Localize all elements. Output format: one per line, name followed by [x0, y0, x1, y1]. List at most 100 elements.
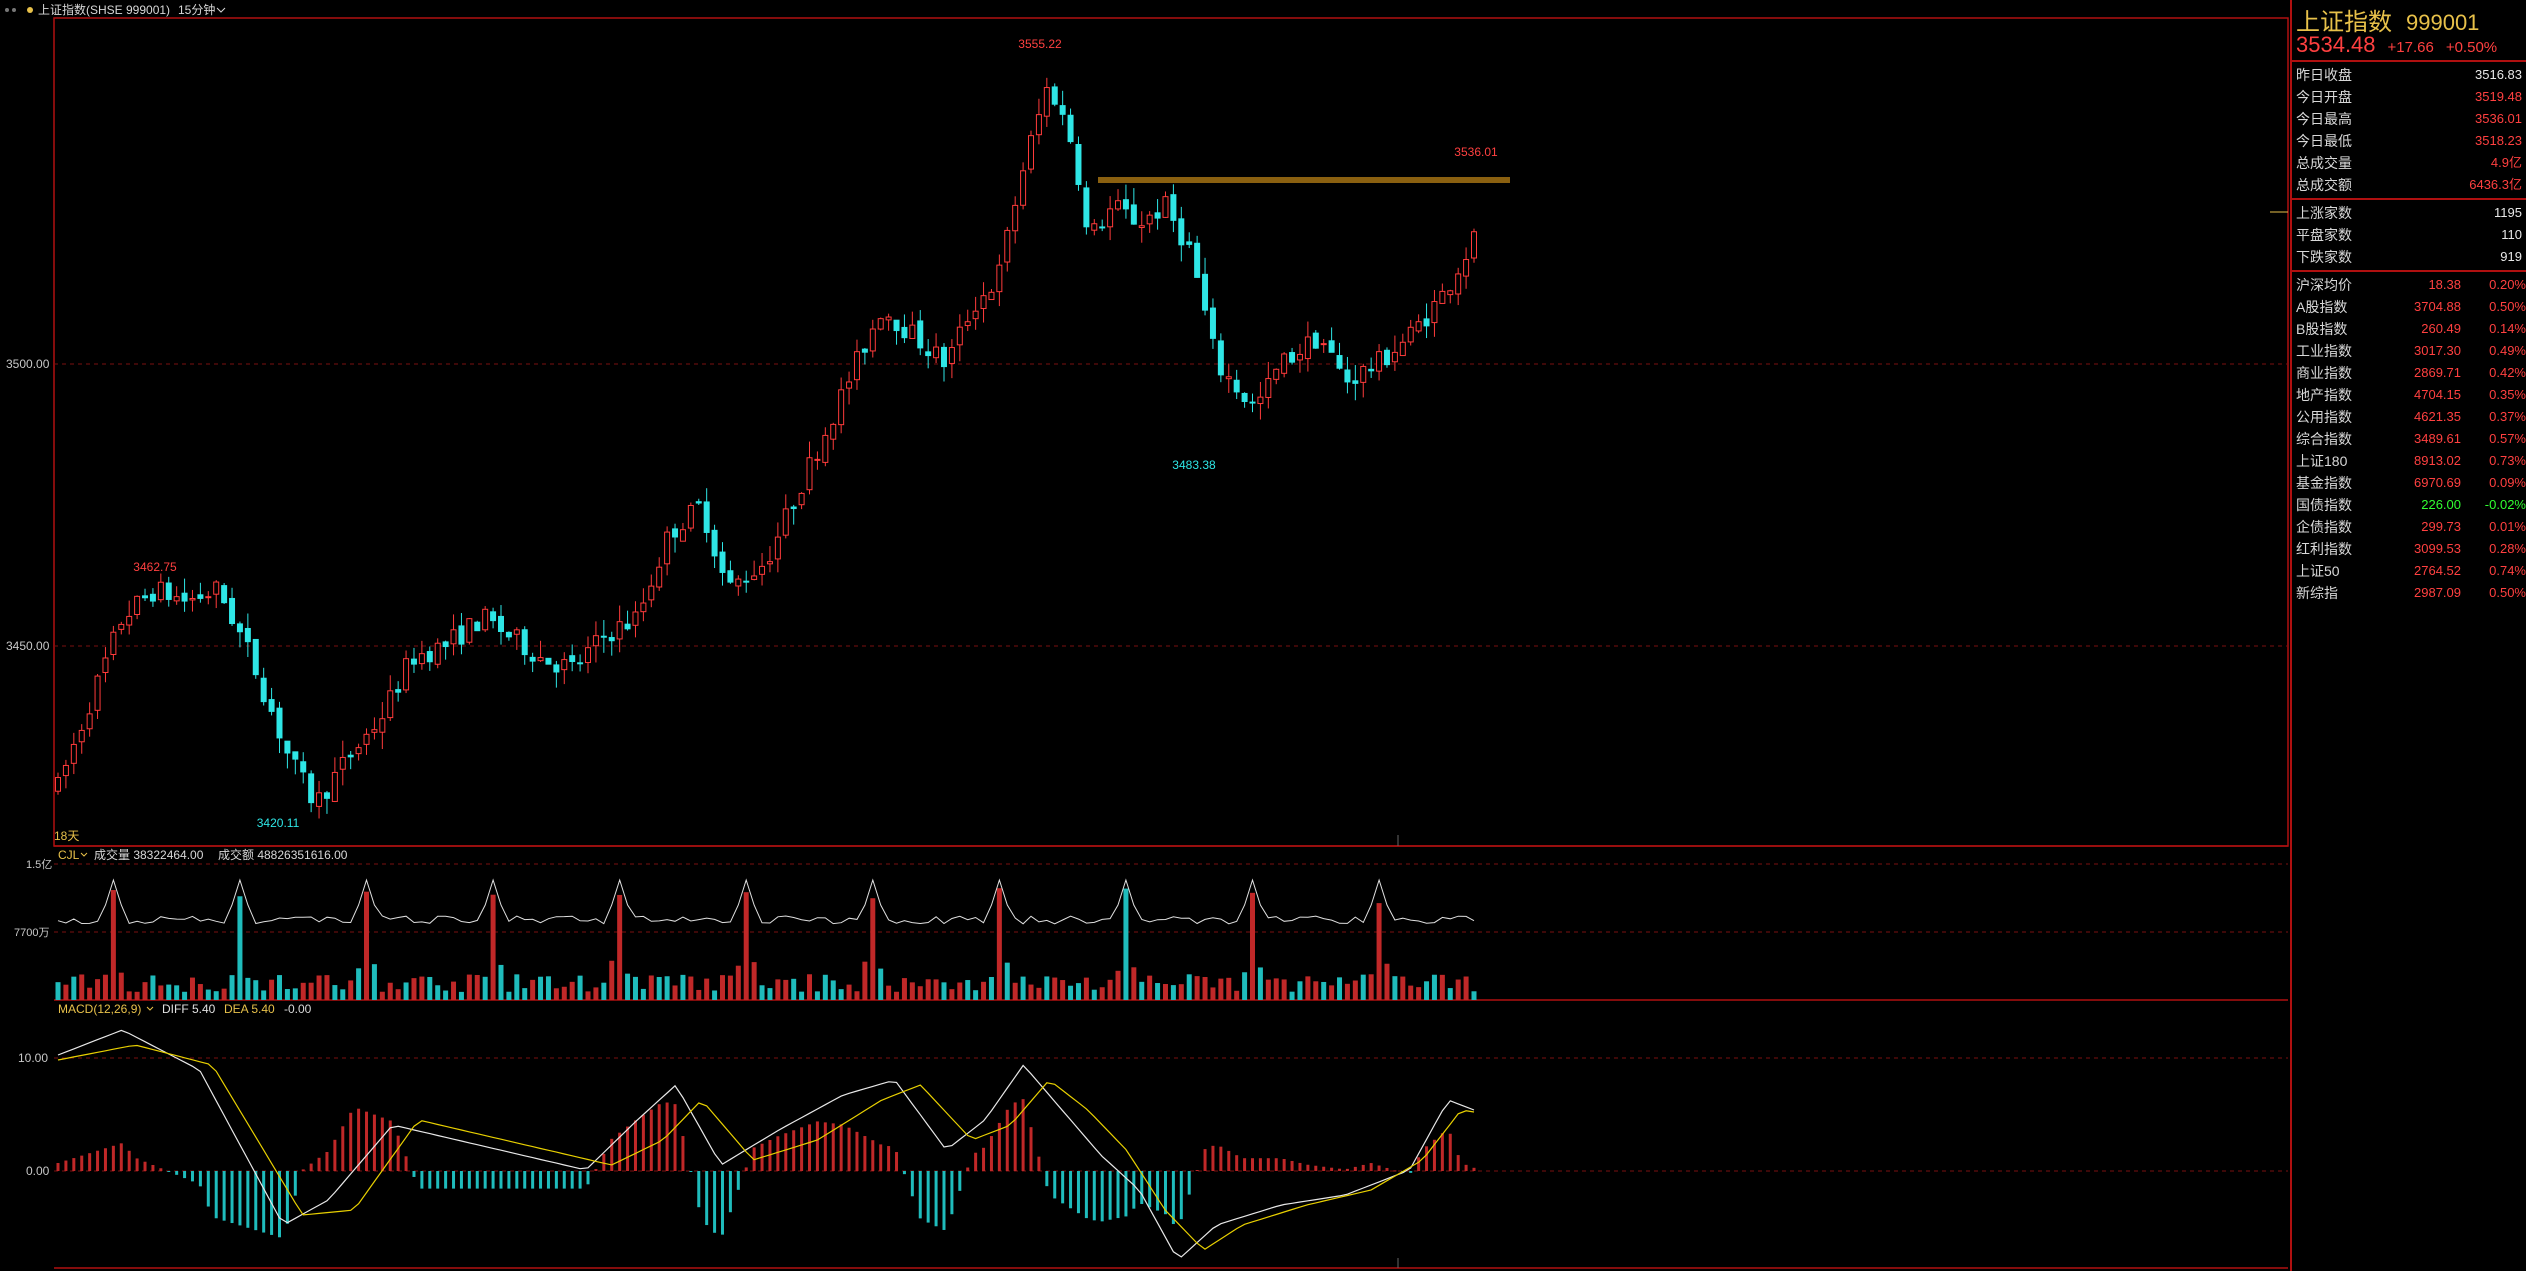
volume-bar	[1004, 962, 1010, 1000]
index-row[interactable]: 新综指 2987.09 0.50%	[2292, 582, 2526, 604]
candle-body	[1289, 352, 1296, 363]
volume-bar	[150, 975, 156, 1000]
index-row[interactable]: 地产指数 4704.15 0.35%	[2292, 384, 2526, 406]
volume-bar	[704, 978, 710, 1000]
volume-bar	[530, 979, 536, 1000]
macd-bar	[974, 1152, 978, 1171]
volume-bar	[371, 964, 377, 1000]
candle-body	[1202, 273, 1209, 311]
index-row[interactable]: 基金指数 6970.69 0.09%	[2292, 472, 2526, 494]
candle-body	[806, 457, 813, 491]
volume-bar	[1400, 976, 1406, 1000]
macd-histogram	[56, 1099, 1476, 1238]
volume-bar	[1392, 976, 1398, 1000]
volume-bar	[1194, 976, 1200, 1000]
index-row[interactable]: 国债指数 226.00 -0.02%	[2292, 494, 2526, 516]
candle-body	[600, 635, 607, 638]
candle-body	[664, 531, 671, 565]
index-row[interactable]: 沪深均价 18.38 0.20%	[2292, 274, 2526, 296]
volume-bar	[1036, 987, 1042, 1000]
macd-indicator-name[interactable]: MACD(12,26,9)	[58, 1002, 141, 1016]
candle-body	[62, 764, 69, 777]
macd-bar	[1076, 1171, 1080, 1214]
index-label: 地产指数	[2296, 387, 2352, 403]
macd-bar	[982, 1147, 986, 1171]
index-row[interactable]: 商业指数 2869.71 0.42%	[2292, 362, 2526, 384]
index-row[interactable]: 上证50 2764.52 0.74%	[2292, 560, 2526, 582]
index-row[interactable]: 工业指数 3017.30 0.49%	[2292, 340, 2526, 362]
volume-axis-label: 1.5亿	[26, 858, 52, 871]
index-row[interactable]: 上证180 8913.02 0.73%	[2292, 450, 2526, 472]
candle-body	[1004, 229, 1011, 263]
volume-bar	[1044, 976, 1050, 1000]
chevron-down-icon[interactable]	[80, 852, 88, 857]
volume-bar	[1226, 977, 1232, 1000]
macd-bar	[673, 1104, 677, 1171]
volume-bar	[55, 982, 61, 1000]
volume-bar	[316, 975, 322, 1000]
volume-bar	[632, 976, 638, 1000]
candle-body	[355, 747, 362, 755]
breadth-label: 平盘家数	[2296, 227, 2352, 243]
chevron-down-icon[interactable]	[146, 1006, 154, 1011]
macd-bar	[1179, 1171, 1183, 1220]
macd-bar	[246, 1171, 250, 1228]
macd-bar	[1116, 1171, 1120, 1219]
volume-bar	[482, 976, 488, 1000]
macd-bar	[839, 1124, 843, 1171]
volume-bar	[332, 985, 338, 1000]
index-row[interactable]: B股指数 260.49 0.14%	[2292, 318, 2526, 340]
volume-bar	[712, 990, 718, 1000]
candle-body	[616, 621, 623, 640]
candle-body	[347, 754, 354, 758]
breadth-label: 下跌家数	[2296, 249, 2352, 265]
chevron-down-icon[interactable]	[216, 7, 226, 13]
chart-area[interactable]: 上证指数(SHSE 999001) 15分钟 3500.00 3450.00 3…	[0, 0, 2290, 1271]
volume-bar	[957, 982, 963, 1000]
candle-body	[323, 792, 330, 799]
volume-bar	[1471, 991, 1477, 1000]
volume-bar	[1242, 972, 1248, 1000]
index-label: 国债指数	[2296, 497, 2352, 513]
candle-body	[940, 346, 947, 368]
volume-indicator-name[interactable]: CJL	[58, 848, 80, 862]
macd-bar	[222, 1171, 226, 1221]
volume-bar	[1352, 980, 1358, 1000]
candle-body	[1020, 170, 1027, 206]
volume-bar	[1329, 985, 1335, 1000]
volume-bar	[609, 960, 615, 1000]
candle-body	[956, 326, 963, 346]
index-label: 基金指数	[2296, 475, 2352, 491]
candle-body	[608, 637, 615, 642]
volume-bar	[87, 987, 93, 1000]
volume-bar	[1408, 985, 1414, 1000]
macd-bar	[333, 1139, 337, 1171]
divider	[2292, 198, 2526, 200]
index-value: 4621.35	[2414, 409, 2461, 424]
period-selector[interactable]: 15分钟	[178, 2, 215, 17]
index-change: 0.35%	[2489, 387, 2526, 402]
macd-bar	[143, 1161, 147, 1171]
index-row[interactable]: 企债指数 299.73 0.01%	[2292, 516, 2526, 538]
candle-body	[1368, 368, 1375, 372]
index-row[interactable]: 综合指数 3489.61 0.57%	[2292, 428, 2526, 450]
candle-body	[371, 729, 378, 733]
candle-body	[648, 585, 655, 601]
candle-body	[846, 381, 853, 389]
volume-bar	[411, 978, 417, 1000]
candle-body	[86, 713, 93, 730]
volume-bar	[269, 979, 275, 1000]
macd-bar	[728, 1171, 732, 1213]
price-axis-label: 3450.00	[6, 639, 50, 653]
index-row[interactable]: 红利指数 3099.53 0.28%	[2292, 538, 2526, 560]
volume-bar	[514, 974, 520, 1000]
volume-value: 成交量 38322464.00	[94, 847, 204, 862]
index-row[interactable]: A股指数 3704.88 0.50%	[2292, 296, 2526, 318]
price-change: +17.66	[2387, 39, 2434, 56]
macd-bar	[206, 1171, 210, 1207]
candle-body	[1344, 369, 1351, 383]
index-label: A股指数	[2296, 299, 2348, 315]
macd-bar	[64, 1160, 68, 1171]
candle-body	[292, 751, 299, 760]
index-row[interactable]: 公用指数 4621.35 0.37%	[2292, 406, 2526, 428]
